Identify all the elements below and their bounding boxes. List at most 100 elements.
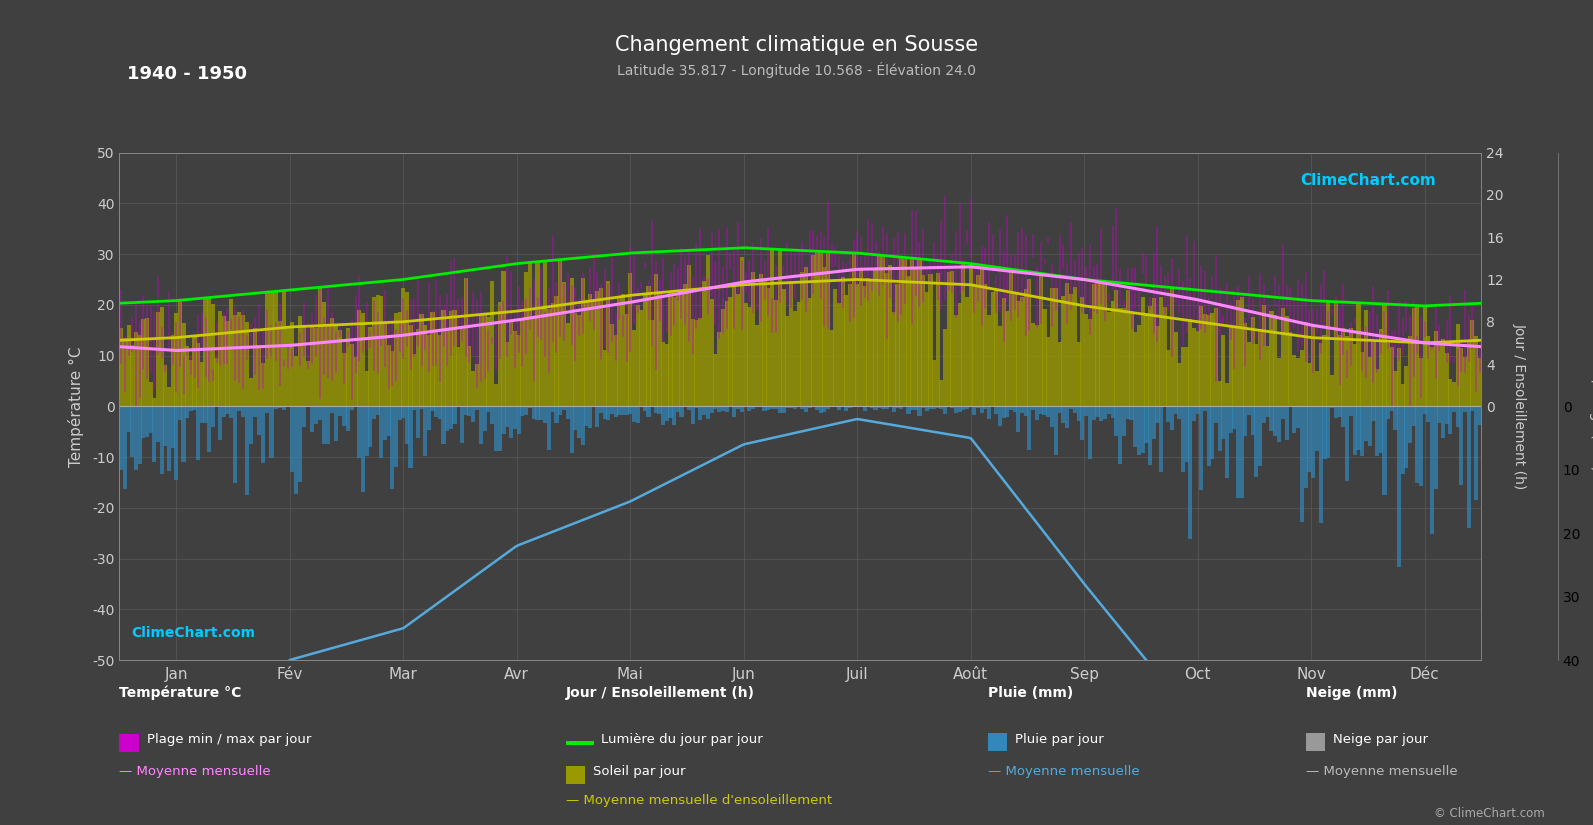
Bar	[327, 407, 330, 444]
Bar	[1357, 407, 1360, 450]
Bar	[980, 265, 984, 407]
Bar	[290, 407, 293, 472]
Bar	[1344, 336, 1349, 407]
Bar	[969, 264, 973, 407]
Bar	[1027, 280, 1031, 407]
Bar	[647, 407, 650, 417]
Bar	[1273, 407, 1278, 436]
Bar	[1311, 326, 1316, 407]
Bar	[119, 407, 123, 470]
Bar	[546, 309, 551, 407]
Bar	[408, 324, 413, 407]
Bar	[903, 259, 906, 407]
Bar	[1129, 314, 1134, 407]
Bar	[935, 407, 940, 408]
Bar	[322, 302, 327, 407]
Bar	[277, 321, 282, 407]
Bar	[1217, 380, 1222, 407]
Bar	[661, 342, 666, 407]
Bar	[921, 275, 926, 407]
Bar	[758, 274, 763, 407]
Bar	[237, 312, 241, 407]
Bar	[658, 291, 661, 407]
Bar	[1297, 407, 1300, 428]
Bar	[680, 407, 683, 417]
Bar	[898, 257, 903, 407]
Bar	[330, 318, 335, 407]
Text: Pluie (mm): Pluie (mm)	[988, 686, 1074, 700]
Bar	[1055, 289, 1058, 407]
Bar	[822, 407, 827, 412]
Bar	[249, 378, 253, 407]
Bar	[1024, 289, 1027, 407]
Bar	[1442, 407, 1445, 439]
Bar	[833, 289, 838, 407]
Bar	[535, 407, 540, 420]
Bar	[413, 407, 416, 410]
Bar	[444, 328, 449, 407]
Bar	[1152, 298, 1157, 407]
Bar	[1239, 296, 1244, 407]
Bar	[825, 252, 830, 407]
Bar	[282, 407, 285, 410]
Bar	[918, 407, 921, 416]
Bar	[777, 407, 782, 413]
Bar	[483, 407, 486, 431]
Bar	[159, 307, 164, 407]
Bar	[703, 407, 706, 415]
Bar	[769, 407, 774, 409]
Bar	[636, 305, 640, 407]
Bar	[1107, 312, 1110, 407]
Bar	[513, 332, 516, 407]
Bar	[301, 407, 306, 427]
Bar	[1126, 407, 1129, 419]
Bar	[142, 407, 145, 438]
Bar	[393, 313, 398, 407]
Bar	[1415, 407, 1419, 483]
Bar	[683, 285, 687, 407]
Text: — Moyenne mensuelle: — Moyenne mensuelle	[1306, 766, 1458, 779]
Bar	[1308, 363, 1311, 407]
Bar	[1169, 407, 1174, 430]
Bar	[1031, 323, 1035, 407]
Bar	[1035, 324, 1039, 407]
Bar	[327, 325, 330, 407]
Bar	[1050, 288, 1055, 407]
Bar	[808, 298, 812, 407]
Bar	[816, 407, 819, 410]
Bar	[1338, 407, 1341, 417]
Bar	[1467, 341, 1470, 407]
Bar	[1185, 407, 1188, 462]
Bar	[1434, 331, 1438, 407]
Bar	[613, 336, 618, 407]
Bar	[926, 407, 929, 411]
Bar	[258, 345, 261, 407]
Bar	[717, 407, 722, 412]
Bar	[774, 407, 777, 409]
Bar	[1149, 407, 1152, 465]
Bar	[134, 407, 139, 470]
Bar	[965, 407, 969, 409]
Bar	[1061, 296, 1066, 407]
Bar	[1072, 407, 1077, 412]
Bar	[644, 407, 647, 411]
Bar	[1386, 407, 1391, 419]
Bar	[983, 407, 988, 408]
Bar	[1303, 323, 1308, 407]
Bar	[691, 319, 695, 407]
Bar	[580, 278, 585, 407]
Text: — Moyenne mensuelle d'ensoleillement: — Moyenne mensuelle d'ensoleillement	[566, 794, 832, 808]
Bar	[449, 407, 452, 429]
Bar	[570, 407, 573, 453]
Bar	[298, 316, 303, 407]
Bar	[196, 407, 201, 460]
Bar	[382, 322, 387, 407]
Bar	[390, 407, 395, 489]
Bar	[1462, 407, 1467, 412]
Bar	[241, 314, 245, 407]
Bar	[796, 302, 801, 407]
Bar	[1254, 407, 1258, 477]
Bar	[253, 328, 258, 407]
Bar	[752, 271, 755, 407]
Bar	[1141, 407, 1145, 453]
